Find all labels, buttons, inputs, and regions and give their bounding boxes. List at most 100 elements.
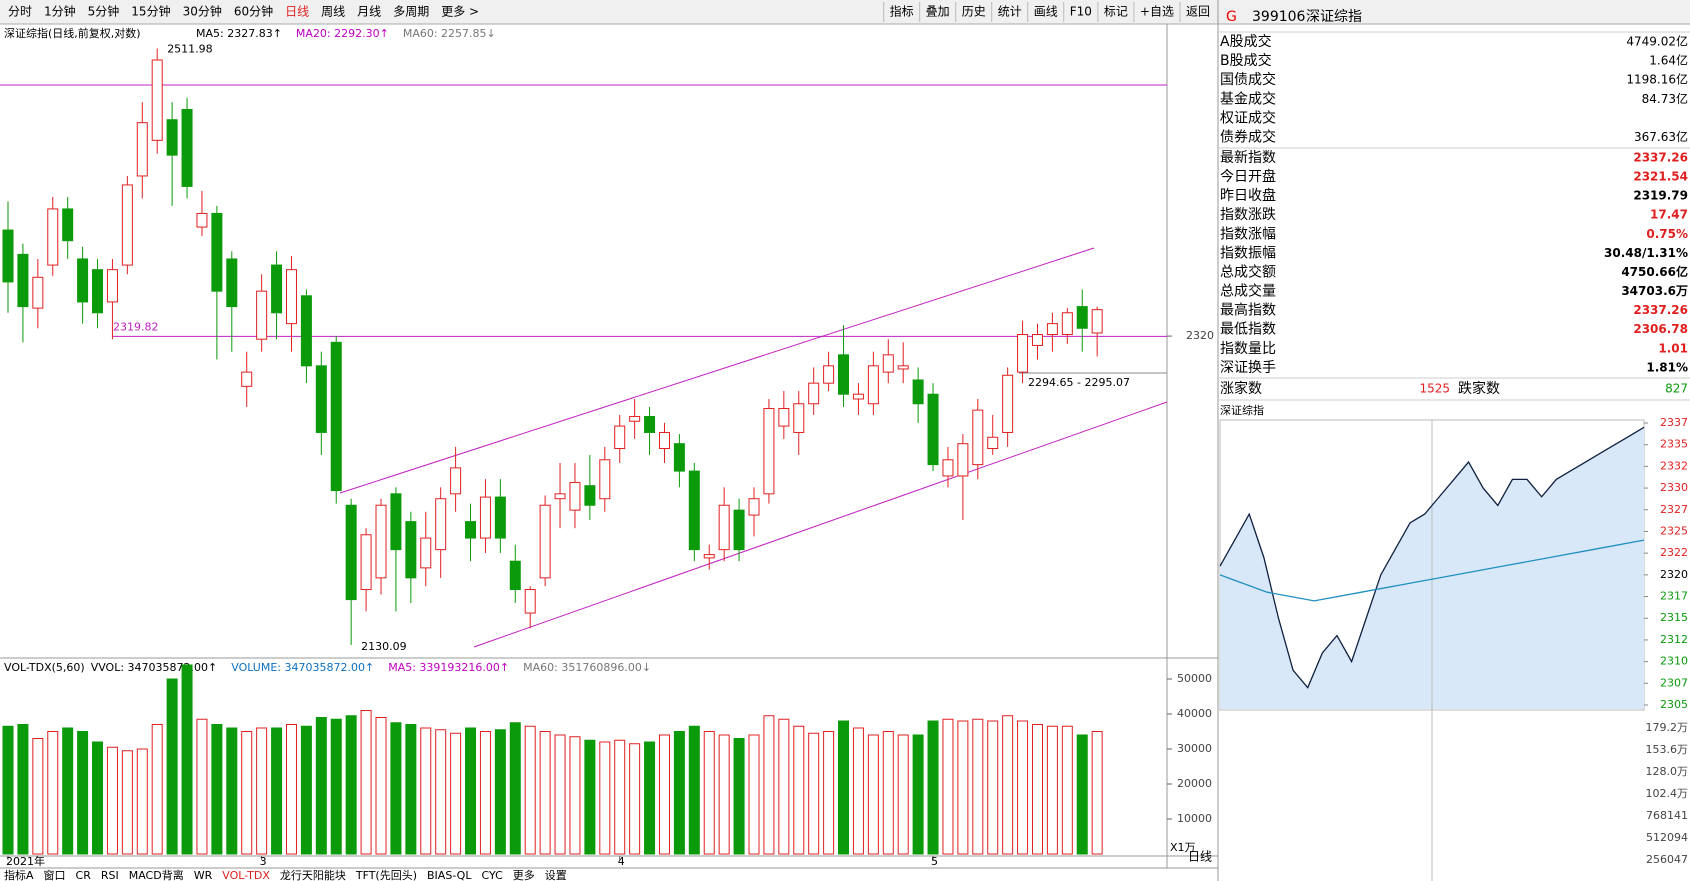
volume-bar [375, 717, 387, 855]
quote-value: 1.81% [1646, 360, 1688, 374]
candle-body [271, 264, 283, 314]
indicator-tab[interactable]: MACD背离 [129, 868, 184, 881]
badge: G [1226, 9, 1237, 25]
indicator-tab[interactable]: CYC [481, 869, 503, 881]
intraday-tick-label: 2320 [1660, 568, 1688, 581]
tool-button[interactable]: 画线 [1034, 5, 1058, 19]
quote-value: 2321.54 [1633, 170, 1688, 184]
volume-bar [47, 731, 59, 855]
volume-bar [823, 731, 835, 855]
candle-body [420, 537, 432, 569]
volume-bar [465, 727, 477, 855]
quote-label: 最高指数 [1220, 302, 1276, 319]
period-tab[interactable]: 日线 [285, 5, 309, 19]
volume-bar [748, 734, 760, 855]
volume-bar [584, 739, 596, 855]
quote-label: 指数涨幅 [1220, 226, 1276, 242]
intraday-tick-label: 2332 [1660, 459, 1688, 472]
period-tab[interactable]: 分时 [8, 5, 32, 19]
indicator-tab[interactable]: 更多 [513, 868, 535, 881]
tool-button[interactable]: 指标 [890, 4, 914, 19]
volume-bar [733, 738, 745, 855]
vol-indicator: VOL-TDX(5,60) [4, 661, 85, 674]
period-tab[interactable]: 1分钟 [44, 4, 76, 19]
ma-label: MA60: 2257.85↓ [403, 27, 496, 40]
period-tab[interactable]: 15分钟 [131, 4, 170, 19]
indicator-tab[interactable]: CR [76, 869, 92, 881]
indicator-tab[interactable]: RSI [101, 869, 119, 881]
volume-bar [360, 710, 372, 855]
volume-bar [271, 727, 283, 855]
indicator-tab[interactable]: 设置 [545, 869, 567, 881]
quote-value: 0.75% [1646, 227, 1688, 241]
candle-body [106, 269, 118, 303]
period-tab[interactable]: 周线 [321, 5, 345, 19]
volume-bar [345, 715, 357, 855]
volume-bar [1002, 715, 1014, 855]
intraday-tick-label: 2327 [1660, 503, 1688, 516]
quote-label: 最低指数 [1220, 322, 1276, 338]
candle-body [703, 554, 715, 559]
quote-value: 30.48/1.31% [1604, 246, 1688, 260]
range-label: 2294.65 - 2295.07 [1028, 376, 1130, 389]
candle-body [166, 119, 178, 156]
quote-code: 399106 [1252, 9, 1306, 25]
vol-tick-label: 50000 [1177, 672, 1212, 685]
period-tab[interactable]: 月线 [357, 5, 381, 19]
vol-tick-label: 30000 [1177, 742, 1212, 755]
candle-body [584, 485, 596, 506]
high-label: 2511.98 [167, 43, 213, 56]
vol-tick-label: 20000 [1177, 777, 1212, 790]
tool-button[interactable]: +自选 [1140, 5, 1174, 19]
indicator-tab[interactable]: 窗口 [44, 868, 66, 881]
tool-button[interactable]: 标记 [1104, 5, 1128, 19]
intraday-tick-label: 2322 [1660, 546, 1688, 559]
candle-body [181, 108, 193, 187]
tool-button[interactable]: 历史 [962, 5, 986, 19]
quote-label: 国债成交 [1220, 71, 1276, 88]
candle-body [793, 403, 805, 433]
tool-button[interactable]: 统计 [998, 5, 1022, 19]
period-tab[interactable]: 多周期 [393, 5, 429, 19]
volume-bar [897, 734, 909, 855]
intraday-tick-label: 2305 [1660, 698, 1688, 711]
indicator-tab[interactable]: TFT(先回头) [355, 869, 417, 881]
tool-button[interactable]: 叠加 [926, 5, 950, 19]
intraday-tick-label: 2312 [1660, 633, 1688, 646]
volume-bar [435, 729, 447, 855]
candle-body [345, 504, 357, 601]
vol-indicator: VVOL: 347035872.00↑ [91, 661, 218, 674]
volume-bar [778, 718, 790, 855]
volume-bar [882, 731, 894, 855]
candle-body [673, 443, 685, 472]
intraday-vol-label: 768141 [1646, 809, 1688, 822]
indicator-tab[interactable]: VOL-TDX [222, 869, 270, 881]
tool-button[interactable]: F10 [1070, 5, 1092, 19]
candle-body [1091, 309, 1103, 334]
quote-value: 4750.66亿 [1621, 264, 1688, 279]
candle-body [435, 498, 447, 551]
period-tab[interactable]: 30分钟 [183, 4, 222, 19]
period-tab[interactable]: 60分钟 [234, 4, 273, 19]
period-tab[interactable]: 更多 > [441, 5, 479, 19]
volume-bar [285, 724, 297, 855]
indicator-tab[interactable]: 指标A [4, 868, 34, 881]
volume-bar [972, 718, 984, 855]
indicator-tab[interactable]: WR [194, 869, 213, 881]
candle-body [77, 258, 89, 303]
volume-bar [241, 731, 253, 855]
candle-body [808, 382, 820, 405]
breadth-up: 1525 [1419, 382, 1450, 396]
indicator-tab[interactable]: BIAS-QL [427, 869, 472, 881]
candle-body [375, 504, 387, 579]
candle-body [987, 436, 999, 450]
volume-bar [927, 720, 939, 855]
channel-lower [473, 401, 1168, 648]
candle-body [718, 504, 730, 551]
tool-button[interactable]: 返回 [1186, 5, 1210, 19]
candle-body [957, 443, 969, 477]
volume-bar [912, 734, 924, 855]
indicator-tab[interactable]: 龙行天阳能块 [280, 868, 346, 881]
period-tab[interactable]: 5分钟 [88, 4, 120, 19]
volume-bar [569, 736, 581, 855]
